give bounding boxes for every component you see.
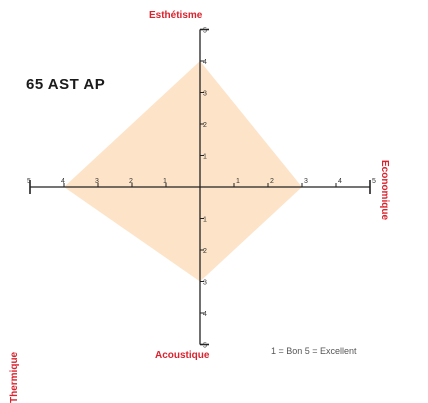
tick-label: 1 bbox=[163, 178, 167, 185]
axes bbox=[30, 29, 370, 345]
axis-label-esthetisme: Esthétisme bbox=[149, 10, 203, 21]
tick-label: 5 bbox=[372, 178, 376, 185]
tick-label: 5 bbox=[203, 343, 207, 350]
scale-legend: 1 = Bon 5 = Excellent bbox=[271, 346, 357, 356]
tick-label: 3 bbox=[203, 91, 207, 98]
tick-label: 3 bbox=[95, 178, 99, 185]
tick-label: 4 bbox=[203, 59, 207, 66]
tick-label: 1 bbox=[203, 154, 207, 161]
tick-label: 2 bbox=[203, 248, 207, 255]
axis-label-acoustique: Acoustique bbox=[155, 350, 210, 361]
tick-label: 4 bbox=[203, 311, 207, 318]
tick-label: 4 bbox=[338, 178, 342, 185]
tick-label: 4 bbox=[61, 178, 65, 185]
tick-label: 5 bbox=[203, 28, 207, 35]
chart-title: 65 AST AP bbox=[26, 76, 106, 93]
tick-label: 2 bbox=[129, 178, 133, 185]
tick-label: 3 bbox=[304, 178, 308, 185]
axis-label-economique: Economique bbox=[379, 160, 390, 221]
tick-label: 1 bbox=[203, 217, 207, 224]
tick-label: 3 bbox=[203, 280, 207, 287]
rating-polygon bbox=[64, 61, 302, 282]
tick-label: 2 bbox=[203, 122, 207, 129]
tick-label: 5 bbox=[27, 178, 31, 185]
axis-label-thermique: Thermique bbox=[9, 351, 20, 403]
ticks: 1 1 1 1 2 2 2 2 3 3 3 3 4 4 4 4 5 5 5 5 bbox=[27, 28, 376, 350]
tick-label: 1 bbox=[236, 178, 240, 185]
radar-chart: 1 1 1 1 2 2 2 2 3 3 3 3 4 4 4 4 5 5 5 5 bbox=[27, 28, 376, 350]
tick-label: 2 bbox=[270, 178, 274, 185]
